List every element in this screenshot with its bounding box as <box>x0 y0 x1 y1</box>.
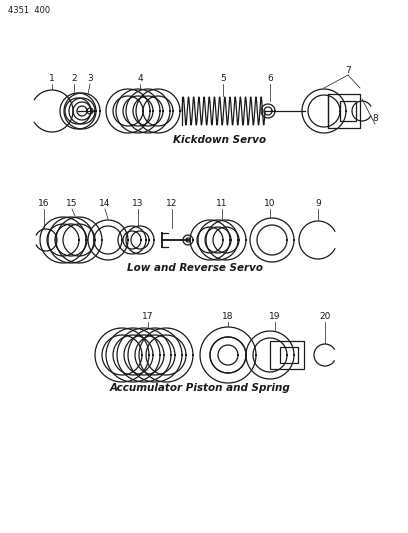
Text: 2: 2 <box>71 74 77 83</box>
Text: 15: 15 <box>66 199 78 208</box>
Text: 7: 7 <box>345 66 351 75</box>
Text: 19: 19 <box>269 312 281 321</box>
Text: Kickdown Servo: Kickdown Servo <box>173 135 266 145</box>
Text: Low and Reverse Servo: Low and Reverse Servo <box>127 263 263 273</box>
Bar <box>328 94 360 128</box>
Text: 5: 5 <box>220 74 226 83</box>
Text: 17: 17 <box>142 312 154 321</box>
Text: 12: 12 <box>166 199 178 208</box>
Text: 9: 9 <box>315 199 321 208</box>
Text: 18: 18 <box>222 312 234 321</box>
Bar <box>270 341 304 369</box>
Text: 10: 10 <box>264 199 276 208</box>
Text: 11: 11 <box>216 199 228 208</box>
Bar <box>280 347 298 363</box>
Bar <box>340 101 356 121</box>
Text: 8: 8 <box>372 114 378 123</box>
Text: 4351  400: 4351 400 <box>8 6 50 15</box>
Text: 4: 4 <box>137 74 143 83</box>
Text: 3: 3 <box>87 74 93 83</box>
Text: 16: 16 <box>38 199 50 208</box>
Text: Accumulator Piston and Spring: Accumulator Piston and Spring <box>110 383 290 393</box>
Text: 14: 14 <box>99 199 111 208</box>
Text: 1: 1 <box>49 74 55 83</box>
Text: 13: 13 <box>132 199 144 208</box>
Text: 20: 20 <box>319 312 331 321</box>
Text: 6: 6 <box>267 74 273 83</box>
